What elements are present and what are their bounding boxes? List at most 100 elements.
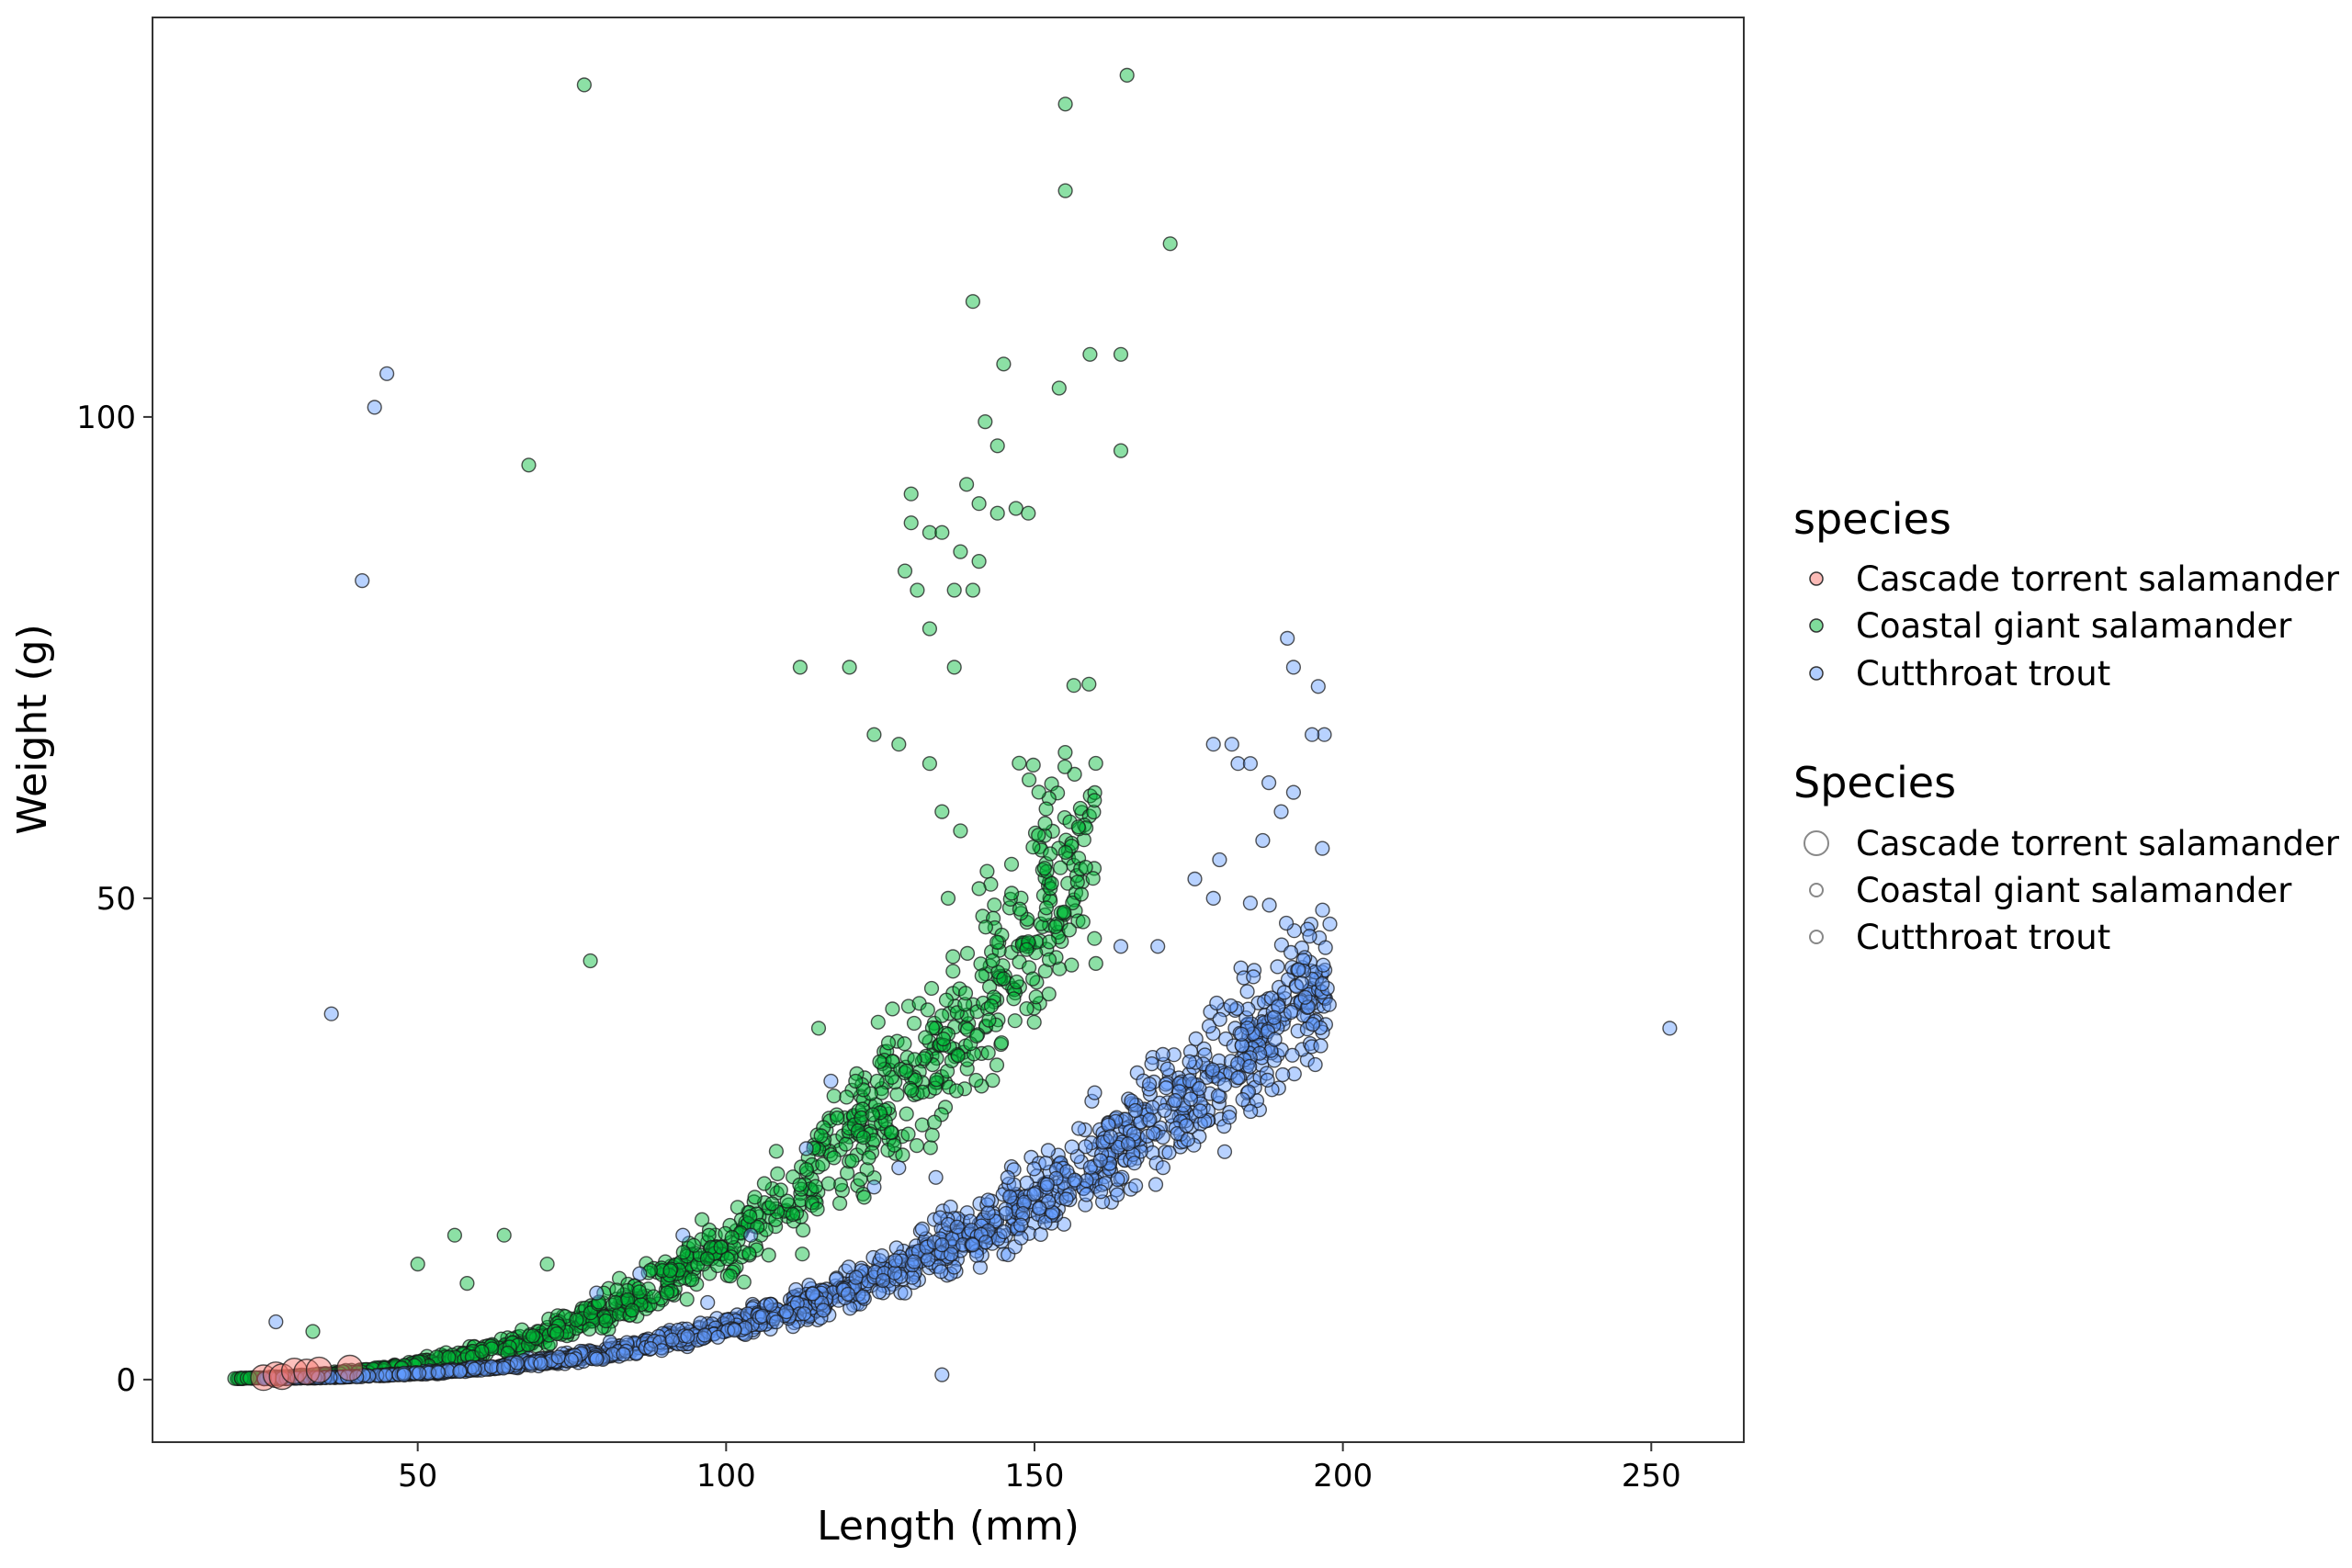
data-point — [1285, 660, 1302, 675]
data-point — [978, 919, 994, 935]
data-point — [1009, 974, 1024, 990]
data-point — [1182, 1054, 1197, 1070]
y-tick-label: 50 — [96, 881, 136, 918]
data-point — [1075, 914, 1091, 930]
data-point — [785, 1206, 801, 1223]
data-point — [1039, 1177, 1055, 1192]
data-point — [582, 1321, 597, 1337]
data-point — [1315, 976, 1330, 992]
data-point — [968, 1072, 984, 1089]
data-point — [798, 1141, 814, 1156]
data-point — [934, 1237, 950, 1253]
data-point — [935, 1031, 952, 1047]
data-point — [887, 1137, 902, 1153]
data-point — [839, 1089, 854, 1105]
data-point — [897, 1036, 912, 1052]
data-point — [396, 1367, 412, 1382]
data-point — [1042, 934, 1057, 950]
data-point — [840, 1286, 856, 1303]
legend-title: species — [1793, 494, 1951, 544]
data-point — [922, 1140, 938, 1156]
data-point — [891, 737, 907, 752]
data-point — [1079, 1187, 1094, 1202]
data-point — [643, 1340, 659, 1357]
data-point — [1221, 1110, 1238, 1125]
data-point — [809, 1201, 825, 1217]
data-point — [792, 1177, 808, 1193]
data-point — [1280, 630, 1295, 647]
data-point — [1209, 995, 1225, 1011]
data-point — [756, 1176, 773, 1191]
legend-key-point — [1809, 571, 1824, 586]
data-point — [922, 525, 938, 540]
legend-key-point — [1809, 930, 1824, 944]
data-point — [872, 1054, 888, 1070]
data-point — [1057, 96, 1073, 112]
data-point — [798, 1161, 814, 1178]
data-point — [1148, 1177, 1164, 1192]
data-point — [589, 1351, 605, 1367]
data-point — [1061, 922, 1078, 938]
data-point — [1110, 1171, 1125, 1188]
data-point — [826, 1088, 842, 1104]
y-axis: 0 50 100 — [76, 400, 153, 1399]
legend-entry-label: Cutthroat trout — [1856, 654, 2110, 694]
data-point — [823, 1073, 839, 1089]
data-point — [934, 1367, 950, 1382]
data-point — [525, 1328, 541, 1344]
data-point — [820, 1176, 836, 1191]
data-point — [1003, 886, 1020, 901]
data-point — [856, 1190, 872, 1205]
data-point — [646, 1289, 662, 1304]
data-point — [842, 660, 857, 675]
data-point — [993, 1035, 1010, 1051]
legend-key-point — [1809, 666, 1824, 681]
data-point — [900, 1126, 916, 1142]
data-point — [922, 621, 938, 637]
data-point — [1119, 67, 1135, 84]
data-point — [996, 1224, 1012, 1240]
data-point — [1284, 1047, 1300, 1063]
data-point — [268, 1314, 284, 1330]
data-point — [1026, 1014, 1042, 1030]
data-point — [742, 1209, 758, 1224]
data-point — [1012, 901, 1028, 917]
data-point — [1127, 1178, 1144, 1193]
legend-title: Species — [1793, 758, 1956, 807]
data-point — [861, 1150, 876, 1166]
data-point — [1212, 1011, 1227, 1027]
data-point — [897, 563, 913, 579]
data-point — [888, 1253, 903, 1269]
data-point — [1041, 986, 1057, 1002]
data-point — [1057, 183, 1073, 198]
y-tick-label: 0 — [116, 1362, 136, 1399]
data-point — [1161, 1145, 1177, 1161]
data-point — [899, 1106, 914, 1122]
points-layer — [227, 67, 1678, 1392]
data-point — [1053, 860, 1069, 875]
legend-entry-label: Coastal giant salamander — [1856, 871, 2292, 910]
data-point — [903, 486, 919, 502]
data-point — [1261, 897, 1277, 913]
data-point — [1037, 816, 1053, 831]
data-point — [1315, 840, 1330, 856]
data-point — [1243, 1103, 1259, 1120]
data-point — [1275, 1066, 1291, 1083]
data-point — [891, 1160, 907, 1176]
data-point — [968, 1028, 985, 1044]
data-point — [1003, 856, 1020, 872]
data-point — [1144, 1055, 1159, 1072]
data-point — [848, 1269, 864, 1285]
data-point — [722, 1268, 739, 1284]
data-point — [1078, 859, 1093, 875]
data-point — [795, 1247, 810, 1262]
data-point — [1038, 801, 1054, 817]
data-point — [533, 1356, 548, 1371]
legend-species-color: species Cascade torrent salamander Coast… — [1793, 494, 2340, 694]
data-point — [1071, 1121, 1087, 1136]
data-point — [1113, 346, 1129, 362]
data-point — [336, 1354, 364, 1382]
data-point — [1307, 1056, 1323, 1073]
data-point — [933, 1264, 949, 1280]
x-tick-label: 50 — [398, 1458, 437, 1495]
